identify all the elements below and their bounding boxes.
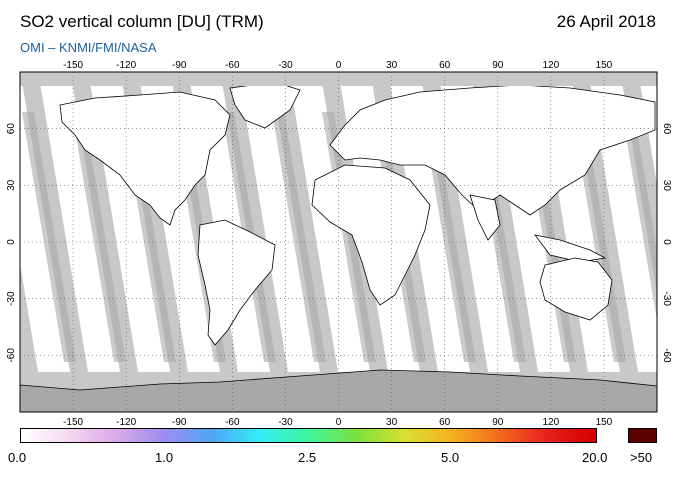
- swath-stripe: [240, 82, 320, 372]
- swath-gap: [622, 112, 657, 321]
- swath-gap: [272, 112, 326, 362]
- lon-tick-label-top: 120: [542, 60, 559, 71]
- swath-stripe: [40, 82, 120, 372]
- lon-tick-label-top: 150: [596, 60, 613, 71]
- lon-tick-label-top: 90: [492, 60, 504, 71]
- lon-tick-label-bottom: 60: [439, 417, 451, 428]
- lon-tick-label-top: -120: [116, 60, 136, 71]
- lat-tick-label-left: 30: [6, 179, 17, 191]
- lon-tick-label-bottom: 90: [492, 417, 504, 428]
- lon-tick-label-bottom: -30: [278, 417, 293, 428]
- lon-tick-label-bottom: 120: [542, 417, 559, 428]
- arctic-region: [20, 72, 657, 86]
- south-america-outline: [197, 219, 276, 346]
- lat-tick-label-left: -60: [6, 348, 17, 363]
- lon-tick-label-bottom: 0: [336, 417, 342, 428]
- lon-tick-label-top: 30: [386, 60, 398, 71]
- lat-tick-label-right: 30: [661, 180, 672, 192]
- lon-tick-label-top: 0: [336, 60, 342, 71]
- colorbar-overflow-swatch: [628, 428, 657, 443]
- tick-labels: -150 -150 -120 -120 -90 -90 -60 -60 -30 -30 0 0 30 30…: [6, 60, 672, 428]
- lon-tick-label-bottom: -90: [172, 417, 187, 428]
- lat-lon-grid: [20, 72, 657, 412]
- colorbar: [20, 428, 597, 443]
- swath-stripe: [290, 82, 370, 372]
- swath-stripe: [590, 82, 657, 372]
- lon-tick-label-top: -90: [172, 60, 187, 71]
- lon-tick-label-bottom: 150: [596, 417, 613, 428]
- lon-tick-label-top: 60: [439, 60, 451, 71]
- lat-tick-label-right: -60: [661, 348, 672, 363]
- india-outline: [469, 194, 501, 241]
- lat-tick-label-right: -30: [661, 291, 672, 306]
- africa-outline: [311, 164, 431, 306]
- colorbar-label-1: 1.0: [155, 450, 174, 465]
- lat-tick-label-left: 60: [6, 123, 17, 135]
- north-america-outline: [59, 91, 231, 226]
- swath-gap: [422, 112, 476, 362]
- colorbar-label-3: 5.0: [441, 450, 460, 465]
- land-masses: [59, 81, 656, 346]
- map-content: [20, 72, 676, 412]
- swath-gap: [672, 112, 676, 362]
- lon-tick-label-bottom: -60: [225, 417, 240, 428]
- colorbar-label-4: 20.0: [582, 450, 608, 465]
- colorbar-label-2: 2.5: [298, 450, 317, 465]
- lon-tick-label-bottom: 30: [386, 417, 398, 428]
- lat-tick-label-right: 0: [661, 239, 672, 245]
- lon-tick-label-top: -30: [278, 60, 293, 71]
- map-date: 26 April 2018: [556, 12, 656, 31]
- eurasia-outline: [329, 84, 656, 216]
- lon-tick-label-bottom: -120: [116, 417, 136, 428]
- colorbar-overflow-label: >50: [630, 450, 653, 465]
- swath-gap: [72, 112, 126, 362]
- lat-tick-label-left: 0: [6, 239, 17, 245]
- lon-tick-label-top: -150: [63, 60, 83, 71]
- map-title: SO2 vertical column [DU] (TRM): [20, 12, 264, 31]
- australia-outline: [539, 257, 613, 321]
- swath-gap: [22, 112, 76, 362]
- credit-line: OMI – KNMI/FMI/NASA: [20, 40, 157, 55]
- lat-tick-label-left: -30: [6, 291, 17, 306]
- lon-tick-label-bottom: -150: [63, 417, 83, 428]
- lon-tick-label-top: -60: [225, 60, 240, 71]
- map-frame: [19, 71, 658, 413]
- colorbar-label-0: 0.0: [8, 450, 27, 465]
- lat-tick-label-right: 60: [661, 123, 672, 135]
